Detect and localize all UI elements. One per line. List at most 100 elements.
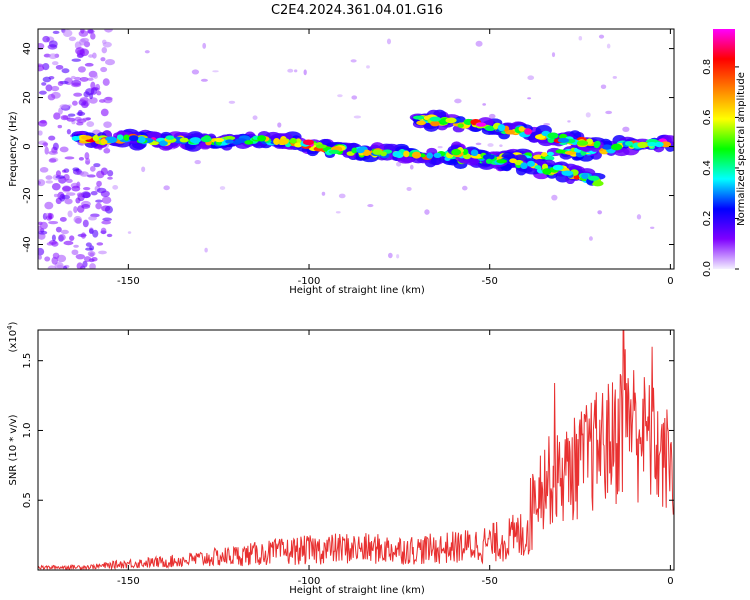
- spectrogram-cell: [610, 143, 623, 151]
- spectrogram-cell: [406, 186, 412, 191]
- spectrogram-cell: [39, 166, 49, 173]
- spectrogram-cell: [397, 156, 414, 164]
- spectrogram-cell: [71, 249, 79, 256]
- spectrogram-cell: [100, 167, 108, 176]
- snr-y-axis-label: SNR (10 * v/v): [8, 414, 19, 485]
- spectrogram-cell: [38, 247, 45, 256]
- spectrogram-cell: [73, 244, 79, 248]
- spectrogram-cell: [294, 142, 303, 148]
- spectrogram-cell: [90, 81, 96, 90]
- colorbar-gradient: [713, 29, 735, 269]
- spectrogram-cell: [51, 61, 59, 66]
- spectrogram-cell: [212, 70, 219, 73]
- spectrogram-cell: [475, 142, 482, 146]
- spectrogram-cell: [80, 29, 85, 34]
- spectrogram-cell: [60, 229, 69, 235]
- spectrogram-panel: -150 -100 -50 0 -40 -20 0 20 40 Height of strai…: [8, 28, 675, 296]
- spectrogram-cell: [55, 170, 61, 177]
- spectrogram-cell: [527, 75, 535, 80]
- spectrogram-cell: [55, 64, 64, 70]
- spectrogram-cell: [41, 82, 47, 86]
- spectrogram-cell: [103, 147, 111, 154]
- snr-panel: -150 -100 -50 0 0.5 1.0 1.5 Height of straigh…: [6, 321, 675, 596]
- spectrogram-cell: [100, 108, 109, 117]
- spectrogram-cell: [278, 138, 289, 145]
- snr-y-tick-label: 1.5: [22, 353, 33, 369]
- spectrogram-cell: [85, 242, 92, 247]
- spectrogram-cell: [100, 66, 108, 73]
- spectrogram-cell: [52, 30, 60, 35]
- spectrogram-cell: [79, 97, 89, 103]
- spectrogram-cell: [470, 149, 479, 157]
- spectrogram-cell: [338, 193, 346, 199]
- spectrogram-cell: [204, 247, 208, 253]
- spectrogram-cell: [351, 95, 358, 100]
- spectrogram-cell: [200, 78, 208, 82]
- spectrogram-cell: [335, 211, 341, 214]
- spectrogram-cell: [293, 69, 298, 73]
- spectrogram-cell: [59, 193, 66, 202]
- spectrogram-cell: [89, 228, 94, 235]
- spectrogram-cell: [163, 185, 170, 191]
- spectrogram-cell: [430, 120, 440, 127]
- snr-multiplier-close: ): [8, 321, 19, 325]
- spectrogram-cell: [63, 240, 74, 246]
- spectrogram-cell: [561, 170, 574, 176]
- snr-y-tick-label: 1.0: [22, 423, 33, 439]
- spectrogram-cell: [624, 141, 634, 146]
- spectrogram-cell: [45, 175, 53, 180]
- spectrogram-cell: [55, 226, 62, 233]
- spectrogram-cell: [71, 58, 81, 62]
- spectrogram-cell: [60, 115, 69, 121]
- spectrogram-cell: [101, 196, 112, 204]
- spectrogram-y-tick-label: 0: [22, 143, 33, 149]
- spectrogram-cell: [89, 166, 96, 172]
- spectrogram-cell: [551, 194, 558, 201]
- spectrogram-cell: [366, 65, 370, 69]
- spectrogram-cell: [50, 85, 60, 92]
- spectrogram-cell: [524, 128, 532, 135]
- spectrogram-y-axis-label: Frequency (Hz): [8, 111, 19, 187]
- spectrogram-cell: [59, 216, 67, 222]
- spectrogram-cell: [57, 124, 63, 129]
- spectrogram-cell: [622, 126, 630, 133]
- spectrogram-cell: [273, 137, 281, 145]
- spectrogram-cell: [328, 149, 340, 154]
- snr-y-ticks: 0.5 1.0 1.5: [22, 353, 674, 508]
- spectrogram-cell: [84, 152, 90, 160]
- spectrogram-cell: [337, 94, 343, 98]
- spectrogram-cell: [64, 198, 73, 205]
- snr-series-line: [38, 330, 674, 570]
- spectrogram-cell: [67, 210, 73, 218]
- spectrogram-cell: [552, 164, 564, 171]
- spectrogram-cell: [79, 76, 89, 82]
- colorbar-tick-label: 0.4: [702, 160, 713, 176]
- spectrogram-cell: [482, 154, 495, 160]
- spectrogram-cell: [58, 234, 66, 241]
- spectrogram-cell: [95, 199, 103, 203]
- spectrogram-cell: [534, 134, 546, 140]
- spectrogram-cell: [51, 241, 59, 247]
- spectrogram-cell: [47, 265, 57, 269]
- spectrogram-cell: [112, 185, 119, 190]
- spectrogram-cell: [485, 158, 493, 164]
- spectrogram-x-tick-label: 0: [667, 276, 673, 287]
- spectrogram-cell: [52, 142, 59, 151]
- spectrogram-cell: [646, 141, 658, 147]
- spectrogram-cell: [80, 232, 86, 239]
- spectrogram-cell: [179, 137, 189, 143]
- spectrogram-cell: [488, 113, 496, 119]
- spectrogram-cell: [463, 118, 474, 125]
- spectrogram-cell: [106, 233, 113, 238]
- spectrogram-cell: [396, 254, 400, 259]
- spectrogram-y-tick-label: 20: [22, 91, 33, 104]
- spectrogram-cell: [509, 158, 517, 164]
- spectrogram-data: [38, 29, 674, 269]
- spectrogram-cell: [392, 151, 402, 158]
- spectrogram-cell: [475, 40, 483, 47]
- spectrogram-cell: [543, 123, 551, 126]
- spectrogram-cell: [42, 76, 52, 83]
- spectrogram-cell: [104, 29, 113, 33]
- spectrogram-cell: [557, 137, 570, 143]
- spectrogram-cell: [367, 204, 374, 208]
